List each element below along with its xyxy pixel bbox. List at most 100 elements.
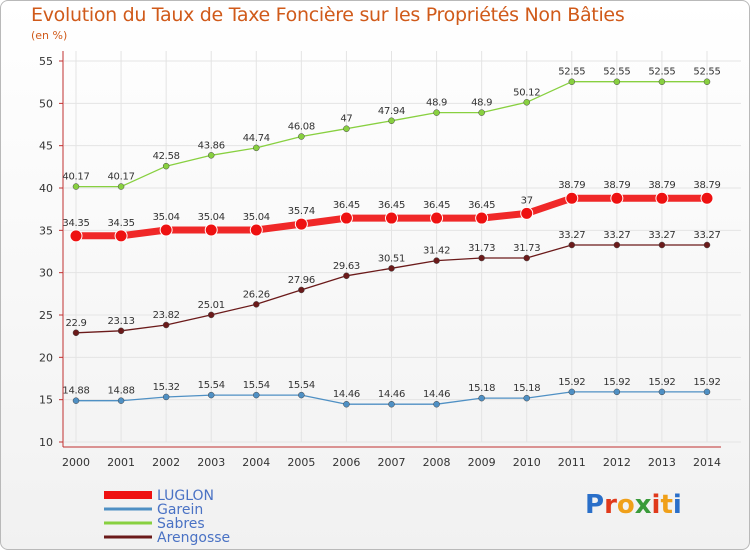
data-label: 33.27 <box>603 230 630 241</box>
data-point <box>385 211 398 225</box>
data-label: 15.54 <box>288 380 315 391</box>
data-label: 31.42 <box>423 246 450 257</box>
legend-label-luglon: LUGLON <box>157 488 214 504</box>
series-lines <box>69 78 714 408</box>
data-label: 34.35 <box>108 218 135 229</box>
data-label: 15.92 <box>603 377 630 388</box>
data-point <box>613 388 621 396</box>
x-tick-label: 2002 <box>152 456 180 469</box>
data-point <box>207 152 215 159</box>
data-point <box>523 254 530 262</box>
data-point <box>610 191 624 205</box>
y-tick-label: 35 <box>39 224 53 237</box>
data-label: 35.04 <box>198 212 225 223</box>
data-label: 14.46 <box>423 389 450 400</box>
data-point <box>207 311 215 319</box>
data-point <box>298 133 305 140</box>
data-label: 40.17 <box>108 172 135 183</box>
data-point <box>388 265 395 272</box>
data-label: 30.51 <box>378 253 405 264</box>
data-point <box>613 241 621 249</box>
data-label: 38.79 <box>558 180 585 191</box>
data-label: 50.12 <box>513 87 540 98</box>
data-label: 47 <box>340 114 352 125</box>
data-point <box>658 241 666 249</box>
legend-label-arengosse: Arengosse <box>157 530 230 546</box>
data-label: 43.86 <box>198 140 225 151</box>
x-tick-label: 2013 <box>648 456 676 469</box>
data-point <box>117 397 125 404</box>
data-label: 23.82 <box>153 310 180 321</box>
chart-title: Evolution du Taux de Taxe Foncière sur l… <box>31 4 625 26</box>
x-tick-label: 2005 <box>287 456 315 469</box>
data-point <box>568 241 576 249</box>
data-point <box>72 329 80 337</box>
data-point <box>117 327 125 335</box>
x-tick-label: 2004 <box>242 456 270 469</box>
data-point <box>159 223 173 237</box>
data-point <box>700 191 714 205</box>
data-point <box>339 211 353 225</box>
y-tick-label: 15 <box>39 394 53 407</box>
data-label: 14.88 <box>108 386 135 397</box>
data-label: 52.55 <box>603 67 630 78</box>
data-point <box>523 99 530 106</box>
axes: 10 15 20 25 30 35 40 45 50 55 2000 2001 2002 2003 2004… <box>39 51 721 469</box>
data-label: 33.27 <box>558 230 585 241</box>
data-label: 46.08 <box>288 122 315 133</box>
data-label: 27.96 <box>288 275 315 286</box>
y-tick-label: 45 <box>39 140 53 153</box>
data-point <box>565 191 579 205</box>
data-label: 15.18 <box>468 383 495 394</box>
data-point <box>520 206 534 220</box>
data-point <box>253 144 260 152</box>
legend-swatch-garein <box>104 507 152 511</box>
data-point <box>568 388 576 396</box>
data-label: 35.74 <box>288 206 315 217</box>
data-point <box>207 391 215 399</box>
data-label: 48.9 <box>471 98 492 109</box>
x-tick-label: 2001 <box>107 456 135 469</box>
data-point <box>298 391 305 399</box>
data-label: 31.73 <box>513 243 540 254</box>
data-label: 36.45 <box>333 200 360 211</box>
data-label: 23.13 <box>108 316 135 327</box>
x-tick-label: 2011 <box>558 456 586 469</box>
data-point <box>114 229 128 243</box>
x-tick-label: 2006 <box>332 456 360 469</box>
legend-swatch-arengosse <box>104 535 152 539</box>
data-label: 14.46 <box>378 389 405 400</box>
x-tick-label: 2003 <box>197 456 225 469</box>
y-tick-label: 55 <box>39 55 53 68</box>
data-label: 35.04 <box>153 212 180 223</box>
data-point <box>117 183 125 190</box>
data-point <box>433 257 440 264</box>
y-tick-label: 30 <box>39 267 53 280</box>
data-point <box>430 211 444 225</box>
data-label: 15.92 <box>558 377 585 388</box>
data-point <box>703 388 711 396</box>
data-label: 52.55 <box>648 67 675 78</box>
legend-swatch-luglon <box>104 491 152 499</box>
data-label: 33.27 <box>693 230 720 241</box>
data-label: 14.46 <box>333 389 360 400</box>
data-point <box>703 241 711 249</box>
data-point <box>388 117 395 125</box>
data-point <box>204 223 218 237</box>
y-tick-label: 25 <box>39 309 53 322</box>
x-tick-label: 2007 <box>378 456 406 469</box>
legend-swatch-sabres <box>104 521 152 525</box>
data-label: 47.94 <box>378 106 405 117</box>
data-point <box>343 272 350 280</box>
data-label: 38.79 <box>648 180 675 191</box>
data-point <box>703 78 711 85</box>
data-label: 22.9 <box>65 318 86 329</box>
data-point <box>162 162 170 170</box>
legend-label-sabres: Sabres <box>157 516 205 532</box>
data-point <box>478 394 485 402</box>
data-label: 36.45 <box>468 200 495 211</box>
data-point <box>523 394 530 402</box>
